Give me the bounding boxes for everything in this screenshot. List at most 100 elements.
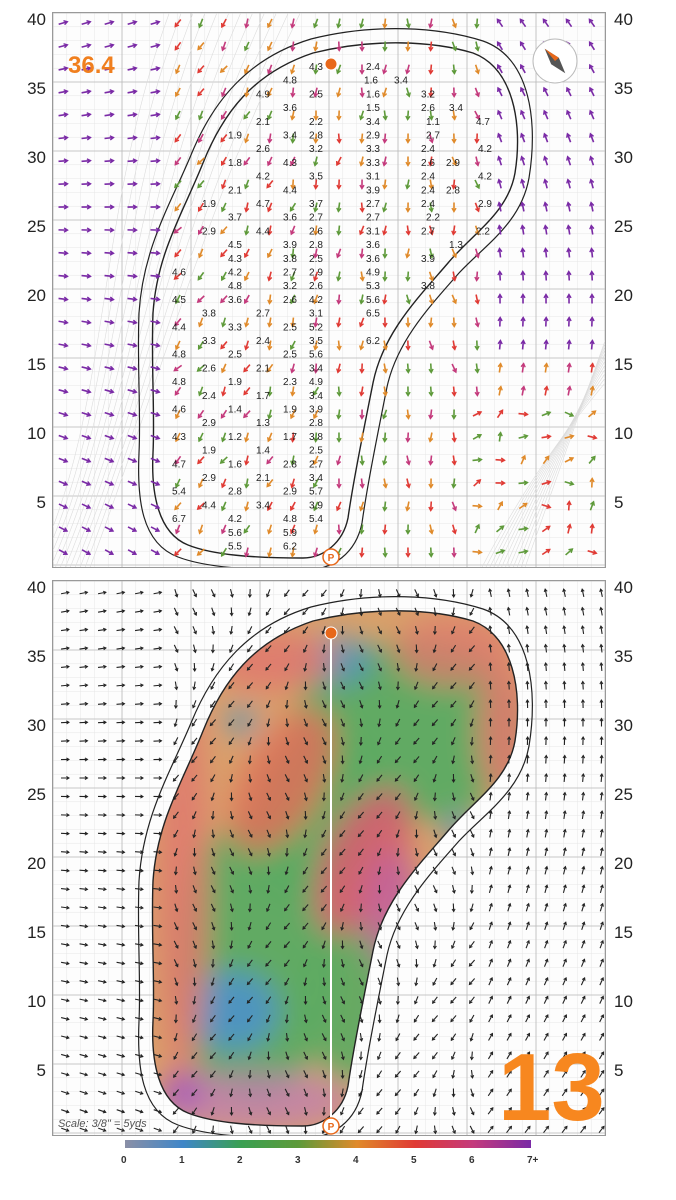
slope-reading: 3.4 bbox=[256, 500, 270, 511]
slope-arrow bbox=[470, 718, 474, 727]
slope-arrow-head bbox=[378, 926, 382, 931]
slope-arrows bbox=[58, 18, 598, 558]
slope-arrow bbox=[473, 479, 481, 487]
slope-arrow bbox=[246, 663, 254, 671]
slope-arrow-head bbox=[382, 322, 388, 328]
slope-arrow bbox=[193, 681, 196, 690]
slope-arrow bbox=[153, 851, 162, 853]
slope-arrow bbox=[360, 271, 364, 281]
slope-arrow-head bbox=[395, 853, 400, 857]
slope-arrow-head bbox=[246, 685, 251, 690]
slope-arrow-head bbox=[174, 667, 179, 672]
slope-arrow bbox=[378, 1032, 381, 1042]
slope-arrow bbox=[377, 977, 382, 986]
slope-arrow bbox=[116, 1017, 125, 1020]
slope-arrow bbox=[291, 455, 295, 465]
slope-arrow bbox=[127, 90, 137, 94]
slope-arrow bbox=[323, 644, 325, 653]
slope-arrow-head bbox=[66, 868, 70, 873]
slope-arrow-head bbox=[520, 362, 526, 368]
slope-arrow-head bbox=[121, 1072, 126, 1077]
slope-arrow-head bbox=[336, 391, 342, 397]
slope-arrow-head bbox=[566, 247, 572, 253]
slope-arrow-head bbox=[265, 667, 269, 671]
slope-arrow bbox=[58, 457, 68, 463]
slope-arrow-head bbox=[155, 43, 161, 49]
slope-arrow bbox=[452, 455, 456, 465]
slope-arrow bbox=[336, 248, 342, 258]
slope-arrow bbox=[496, 409, 504, 419]
slope-arrow-head bbox=[65, 1128, 70, 1132]
slope-arrow bbox=[97, 591, 107, 595]
slope-arrow-head bbox=[589, 362, 595, 368]
slope-arrow-head bbox=[382, 529, 388, 535]
slope-arrow bbox=[359, 700, 363, 708]
slope-arrow bbox=[507, 922, 511, 930]
slope-arrow-head bbox=[63, 112, 69, 118]
slope-arrow bbox=[245, 225, 249, 235]
slope-arrow-head bbox=[247, 722, 251, 727]
slope-arrow bbox=[588, 456, 596, 464]
slope-arrow-head bbox=[109, 20, 115, 26]
slope-arrow bbox=[564, 480, 574, 486]
slope-arrow bbox=[247, 811, 253, 819]
slope-arrow bbox=[396, 1014, 400, 1023]
slope-arrow-head bbox=[378, 612, 382, 617]
slope-arrow bbox=[314, 340, 318, 350]
slope-arrow-head bbox=[543, 270, 549, 276]
slope-arrow bbox=[79, 1109, 88, 1113]
slope-arrow-head bbox=[562, 847, 567, 852]
slope-arrow bbox=[229, 959, 234, 967]
slope-arrow bbox=[198, 225, 204, 235]
y-axis-top-right-tick-25: 25 bbox=[614, 217, 633, 236]
slope-arrow bbox=[58, 67, 68, 71]
slope-arrow-head bbox=[523, 526, 529, 532]
slope-arrow bbox=[210, 774, 216, 782]
slope-arrow bbox=[562, 922, 567, 930]
slope-arrow bbox=[247, 1125, 253, 1134]
slope-arrow bbox=[588, 18, 596, 28]
slope-arrow-head bbox=[139, 1091, 144, 1095]
slope-arrow-head bbox=[102, 998, 107, 1003]
slope-arrow-head bbox=[121, 924, 126, 929]
slope-arrow bbox=[60, 1035, 70, 1039]
slope-arrow-head bbox=[336, 207, 342, 213]
slope-arrow-head bbox=[519, 109, 525, 115]
slope-arrow bbox=[360, 524, 364, 534]
slope-arrow-head bbox=[220, 529, 226, 535]
slope-arrow bbox=[245, 317, 249, 327]
slope-arrow bbox=[413, 700, 420, 708]
slope-arrow-head bbox=[312, 482, 318, 489]
slope-arrow-head bbox=[196, 366, 202, 372]
slope-arrow-head bbox=[474, 391, 480, 397]
slope-arrow bbox=[247, 718, 253, 727]
slope-arrow bbox=[173, 811, 179, 819]
slope-arrow bbox=[487, 1051, 494, 1060]
slope-arrow-head bbox=[84, 683, 89, 688]
slope-arrow-head bbox=[428, 460, 434, 466]
slope-arrow-head bbox=[210, 982, 215, 987]
slope-arrow-head bbox=[196, 550, 202, 556]
slope-arrow bbox=[127, 297, 137, 301]
slope-arrow-head bbox=[451, 1074, 456, 1079]
slope-arrow-head bbox=[65, 1035, 70, 1040]
slope-arrow-head bbox=[84, 850, 89, 855]
slope-arrow bbox=[498, 202, 502, 212]
slope-arrow bbox=[518, 527, 528, 531]
slope-arrow-head bbox=[66, 794, 70, 799]
slope-arrow-head bbox=[267, 834, 271, 839]
slope-reading: 5.6 bbox=[228, 528, 242, 539]
slope-arrow-head bbox=[396, 649, 401, 654]
slope-reading: 2.2 bbox=[426, 213, 440, 224]
slope-arrow bbox=[266, 478, 274, 488]
slope-arrow-head bbox=[543, 606, 548, 611]
slope-arrow-head bbox=[336, 414, 342, 420]
y-axis-top-left-tick-25: 25 bbox=[27, 217, 46, 236]
slope-arrow-head bbox=[66, 831, 70, 836]
slope-arrow-head bbox=[322, 760, 327, 765]
slope-arrow-head bbox=[322, 982, 327, 987]
slope-arrow-head bbox=[497, 431, 503, 437]
slope-arrow-head bbox=[174, 206, 180, 212]
slope-arrow-head bbox=[451, 345, 457, 351]
slope-arrow-head bbox=[248, 871, 253, 876]
